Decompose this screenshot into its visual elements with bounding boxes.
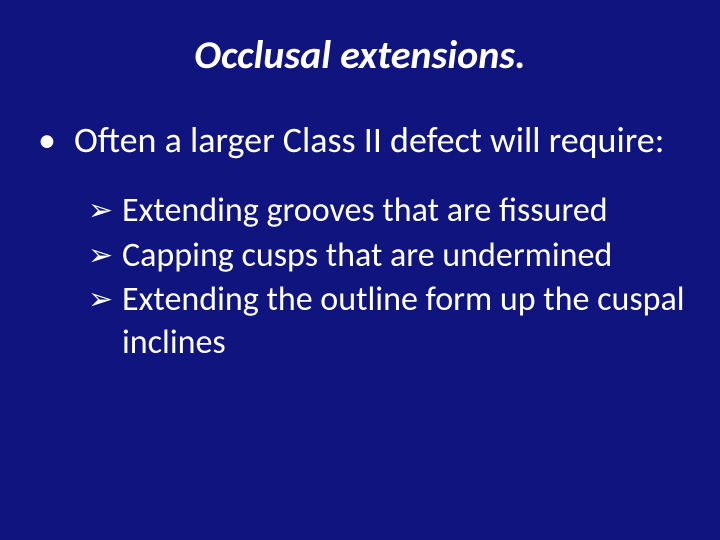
bullet-marker-icon: •: [38, 119, 74, 162]
bullet-level1: • Often a larger Class II defect will re…: [38, 119, 688, 162]
bullet-level2: ➢ Extending grooves that are fissured: [88, 190, 688, 233]
bullet-level2: ➢ Extending the outline form up the cusp…: [88, 279, 688, 364]
slide-title: Occlusal extensions.: [32, 30, 688, 79]
bullet-text: Capping cusps that are undermined: [122, 235, 688, 278]
bullet-text: Extending the outline form up the cuspal…: [122, 279, 688, 364]
arrow-bullet-icon: ➢: [88, 279, 122, 364]
bullet-level2: ➢ Capping cusps that are undermined: [88, 235, 688, 278]
arrow-bullet-icon: ➢: [88, 190, 122, 233]
bullet-text: Often a larger Class II defect will requ…: [74, 119, 688, 162]
bullet-text: Extending grooves that are fissured: [122, 190, 688, 233]
arrow-bullet-icon: ➢: [88, 235, 122, 278]
slide: Occlusal extensions. • Often a larger Cl…: [0, 0, 720, 540]
